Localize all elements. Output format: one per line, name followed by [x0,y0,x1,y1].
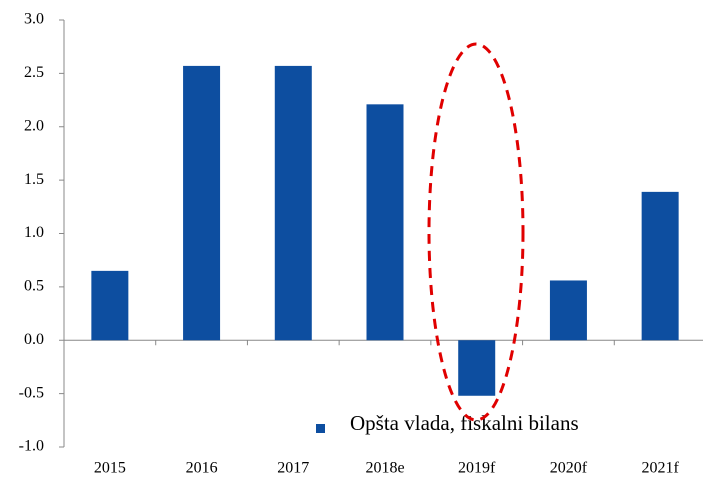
y-tick-label: 3.0 [24,11,44,28]
bar [458,340,496,396]
legend-swatch [316,424,325,433]
y-tick-label: 1.0 [24,224,44,241]
bar [274,65,312,341]
y-tick-label: 2.0 [24,117,44,134]
x-tick-label: 2018e [365,460,404,477]
x-tick-label: 2016 [186,460,218,477]
y-tick-label: 2.5 [24,64,44,81]
x-tick-label: 2015 [94,460,126,477]
y-tick-label: -0.5 [19,384,44,401]
x-tick-label: 2020f [550,460,588,477]
legend-label: Opšta vlada, fiskalni bilans [350,411,579,435]
x-tick-label: 2017 [277,460,309,477]
x-tick-label: 2019f [458,460,496,477]
y-tick-label: 0.0 [24,331,44,348]
bar [549,280,587,341]
bar [91,270,129,341]
y-tick-label: 0.5 [24,278,44,295]
y-tick-label: -1.0 [19,438,44,455]
y-tick-label: 1.5 [24,171,44,188]
bar [183,65,221,341]
x-tick-label: 2021f [641,460,679,477]
bar [641,191,679,341]
bar [366,104,404,341]
highlight-ellipse [427,42,525,422]
